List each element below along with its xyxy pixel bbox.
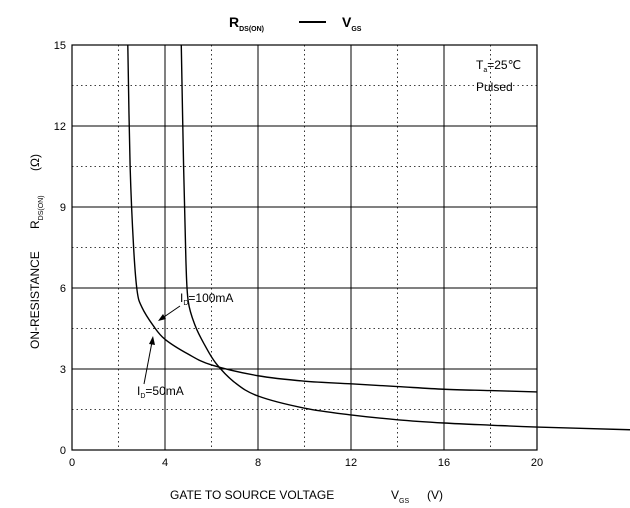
y-axis-unit: (Ω): [28, 154, 42, 171]
y-tick-label: 0: [60, 445, 66, 457]
condition-temp: Ta=25℃: [476, 58, 521, 74]
y-axis-label-group: ON-RESISTANCE RDS(ON) (Ω): [28, 154, 45, 349]
y-tick-label: 6: [60, 283, 66, 295]
x-tick-label: 4: [162, 457, 168, 469]
x-tick-label: 16: [438, 457, 450, 469]
plot-frame: [71, 44, 538, 451]
label-id-50ma: ID=50mA: [137, 384, 184, 400]
x-tick-label: 8: [255, 457, 261, 469]
chart-title-left: RDS(ON): [229, 14, 264, 33]
y-tick-label: 3: [60, 364, 66, 376]
x-axis-unit: (V): [427, 488, 443, 502]
y-axis-symbol: RDS(ON): [28, 195, 45, 229]
x-tick-label: 20: [531, 457, 543, 469]
arrow-50ma: [143, 341, 153, 385]
arrowhead-100ma: [158, 314, 166, 321]
plot-area: [127, 44, 630, 431]
y-tick-label: 12: [54, 121, 66, 133]
series-line-id-100ma: [180, 44, 630, 431]
y-axis-label: ON-RESISTANCE: [28, 251, 42, 349]
chart-title-right: VGS: [342, 14, 362, 33]
y-tick-label: 15: [54, 40, 66, 52]
x-axis-label: GATE TO SOURCE VOLTAGE: [170, 488, 334, 502]
tick-labels: 0 4 8 12 16 20 0 3 6 9 12 15: [54, 40, 543, 469]
arrowhead-50ma: [149, 336, 155, 345]
series-line-id-50ma: [127, 44, 538, 393]
x-tick-label: 0: [69, 457, 75, 469]
y-tick-label: 9: [60, 202, 66, 214]
grid: [72, 45, 537, 450]
label-id-100ma: ID=100mA: [180, 291, 233, 307]
x-tick-label: 12: [345, 457, 357, 469]
condition-pulsed: Pulsed: [476, 80, 513, 94]
x-axis-symbol: VGS: [391, 488, 409, 505]
